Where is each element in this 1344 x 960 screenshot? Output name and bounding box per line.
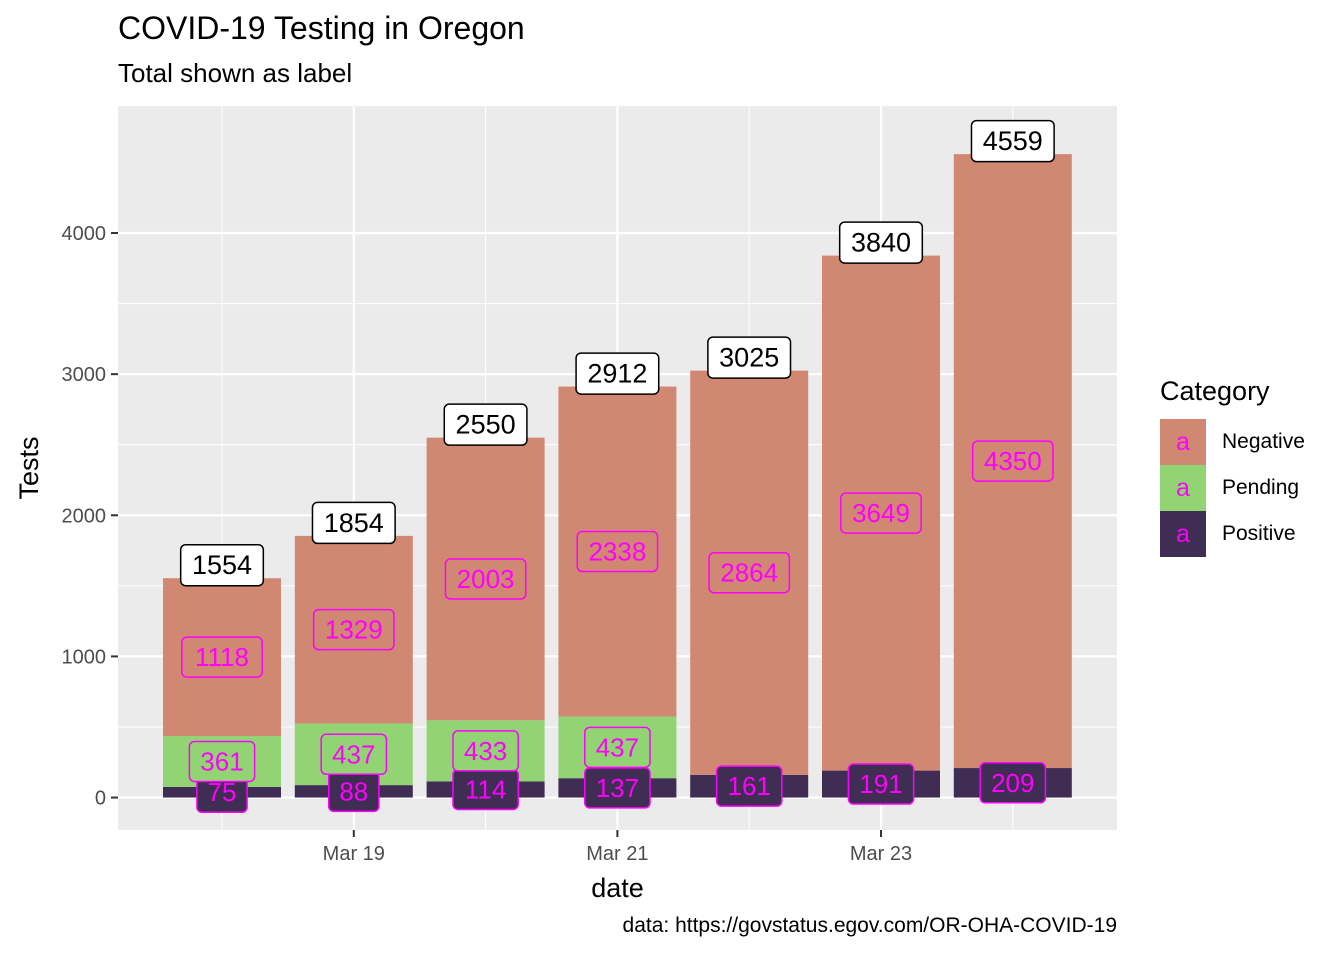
data-label-positive: [979, 762, 1047, 804]
total-label-text: 1854: [324, 508, 384, 538]
data-label-pending-text: 361: [200, 746, 243, 776]
legend: Category a Negative a Pending a Positive: [1160, 376, 1305, 557]
data-label-positive-text: 209: [991, 768, 1034, 798]
data-label-negative-text: 2338: [588, 537, 646, 567]
data-label-pending-text: 433: [464, 736, 507, 766]
data-label-pending: [188, 740, 256, 783]
x-tick-label: Mar 23: [850, 843, 912, 865]
data-label-positive-text: 88: [339, 776, 368, 806]
legend-label-pending: Pending: [1222, 476, 1300, 499]
legend-key-negative: a: [1160, 419, 1206, 465]
total-label-text: 3025: [719, 343, 779, 373]
legend-label-negative: Negative: [1222, 430, 1305, 453]
data-label-negative-text: 1329: [325, 615, 383, 645]
data-label-positive-text: 161: [728, 771, 771, 801]
data-label-negative: [444, 558, 527, 600]
legend-key-pending: a: [1160, 465, 1206, 511]
data-label-negative-text: 1118: [195, 642, 249, 672]
total-label-text: 1554: [192, 550, 252, 580]
y-axis-title: Tests: [14, 436, 44, 499]
total-label: [311, 501, 396, 545]
x-tick-label: Mar 21: [586, 843, 648, 865]
data-label-pending-text: 437: [596, 732, 639, 762]
data-label-negative: [840, 492, 922, 534]
total-label: [443, 403, 528, 446]
total-label: [970, 119, 1055, 163]
data-label-pending: [320, 733, 388, 776]
data-label-pending: [452, 730, 519, 772]
y-tick-label: 3000: [62, 364, 107, 386]
data-label-negative-text: 2864: [720, 558, 778, 588]
legend-item-pending: a Pending: [1160, 465, 1305, 511]
data-source-caption: data: https://govstatus.egov.com/OR-OHA-…: [622, 914, 1117, 937]
legend-item-negative: a Negative: [1160, 419, 1305, 465]
data-label-pending: [584, 726, 651, 769]
total-label: [838, 221, 924, 264]
data-label-positive: [847, 763, 915, 805]
total-label: [179, 543, 265, 587]
total-label-text: 2912: [587, 359, 647, 389]
legend-key-positive: a: [1160, 511, 1206, 557]
x-tick-label: Mar 19: [323, 843, 385, 865]
x-axis-title: date: [591, 873, 644, 903]
y-tick-label: 1000: [62, 646, 107, 668]
data-label-positive-text: 75: [208, 777, 237, 807]
legend-title: Category: [1160, 376, 1270, 406]
legend-label-positive: Positive: [1222, 522, 1296, 545]
data-label-positive: [715, 765, 783, 807]
data-label-negative: [576, 530, 659, 573]
data-label-negative-text: 4350: [984, 446, 1042, 476]
total-label: [707, 336, 792, 379]
data-label-negative: [708, 551, 791, 594]
y-tick-label: 0: [95, 788, 106, 810]
data-label-positive-text: 191: [859, 769, 902, 799]
y-tick-label: 2000: [62, 505, 107, 527]
total-label-text: 2550: [456, 410, 516, 440]
total-label-text: 3840: [851, 228, 911, 258]
legend-item-positive: a Positive: [1160, 511, 1305, 557]
data-label-positive-text: 114: [465, 774, 506, 804]
chart-title: COVID-19 Testing in Oregon: [118, 10, 525, 46]
chart-subtitle: Total shown as label: [118, 58, 353, 88]
data-label-negative: [971, 440, 1054, 482]
y-tick-label: 4000: [62, 223, 107, 245]
total-label: [575, 352, 660, 395]
data-label-negative-text: 3649: [852, 498, 910, 528]
data-label-negative: [181, 636, 263, 678]
data-label-positive-text: 137: [596, 773, 639, 803]
data-label-negative-text: 2003: [457, 564, 515, 594]
data-label-negative: [312, 608, 395, 651]
data-label-pending-text: 437: [332, 739, 375, 769]
total-label-text: 4559: [983, 126, 1043, 156]
